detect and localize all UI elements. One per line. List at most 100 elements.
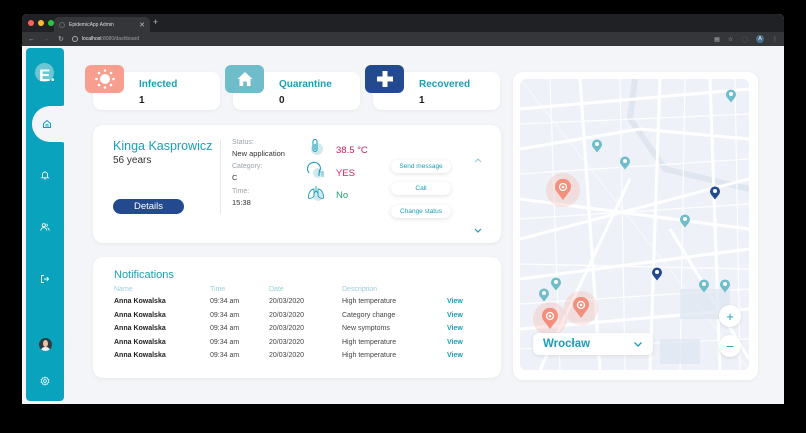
window-controls: [28, 20, 54, 26]
app-logo[interactable]: E.: [35, 63, 57, 85]
view-link[interactable]: View: [447, 298, 463, 305]
chevron-up-icon[interactable]: [473, 156, 483, 164]
table-row: Anna Kowalska 09:34 am 20/03/2020 Catego…: [93, 312, 501, 325]
view-link[interactable]: View: [447, 338, 463, 346]
outbreak-hotspot[interactable]: [533, 302, 567, 336]
user-avatar[interactable]: [39, 338, 52, 351]
category-value: C: [232, 173, 238, 182]
details-button[interactable]: Details: [113, 199, 184, 214]
map-pin-icon[interactable]: [591, 139, 603, 153]
zoom-out-button[interactable]: −: [719, 335, 741, 357]
map-pin-icon[interactable]: [698, 279, 710, 293]
change-status-button[interactable]: Change status: [391, 205, 451, 218]
sidebar-item-settings[interactable]: [39, 375, 51, 387]
forward-arrow-icon[interactable]: →: [43, 35, 50, 43]
close-tab-icon[interactable]: ✕: [139, 21, 145, 29]
browser-tab[interactable]: EpidemicApp Admin ✕: [54, 17, 150, 32]
category-label: Category:: [232, 163, 263, 170]
outbreak-gear-icon: [542, 308, 558, 329]
map-pin-icon[interactable]: [719, 279, 731, 293]
row-description: New symptoms: [342, 325, 390, 332]
map-pin-icon[interactable]: [538, 288, 550, 302]
stat-value: 1: [419, 95, 425, 106]
patient-name: Kinga Kasprowicz: [113, 139, 213, 153]
stat-label: Recovered: [419, 79, 471, 90]
bell-icon: [40, 171, 50, 180]
notifications-title: Notifications: [114, 269, 174, 281]
stat-label: Quarantine: [279, 79, 332, 90]
row-description: High temperature: [342, 298, 397, 305]
row-date: 20/03/2020: [269, 298, 305, 305]
logout-icon: [41, 275, 50, 283]
sidebar-item-users[interactable]: [39, 221, 51, 233]
map-pin-navy-icon[interactable]: [651, 267, 663, 281]
users-icon: [40, 223, 50, 231]
outbreak-hotspot[interactable]: [564, 291, 598, 325]
row-date: 20/03/2020: [269, 311, 305, 319]
view-link[interactable]: View: [447, 325, 463, 332]
patient-card: Kinga Kasprowicz 56 years Details Status…: [93, 125, 501, 243]
sidebar-item-notifications[interactable]: [39, 169, 51, 181]
sidebar-item-home[interactable]: [32, 94, 72, 154]
table-row: Anna Kowalska 09:34 am 20/03/2020 High t…: [93, 352, 501, 365]
outbreak-gear-icon: [573, 297, 589, 318]
send-message-button[interactable]: Send message: [391, 160, 451, 173]
browser-toolbar: ← → ↻ localhost:8080/dashboard ▤ ☆ ◯ A ⋮: [22, 32, 784, 46]
menu-kebab-icon[interactable]: ⋮: [772, 36, 778, 43]
new-tab-button[interactable]: +: [153, 17, 159, 27]
stat-card-quarantine[interactable]: Quarantine 0: [225, 65, 360, 110]
browser-tabbar: EpidemicApp Admin ✕ +: [22, 14, 784, 32]
zoom-in-button[interactable]: +: [719, 305, 741, 327]
view-link[interactable]: View: [447, 311, 463, 319]
map-pin-navy-icon[interactable]: [709, 186, 721, 200]
stat-card-recovered[interactable]: Recovered 1: [365, 65, 500, 110]
plus-icon: [365, 65, 404, 93]
map-view[interactable]: + − Wrocław: [520, 79, 749, 370]
row-date: 20/03/2020: [269, 338, 305, 346]
favicon-icon: [59, 21, 65, 28]
gear-icon: [40, 376, 50, 386]
row-name: Anna Kowalska: [114, 338, 166, 346]
view-link[interactable]: View: [447, 352, 463, 359]
close-window-button[interactable]: [28, 20, 34, 26]
patient-age: 56 years: [113, 155, 152, 166]
selected-city: Wrocław: [543, 338, 591, 350]
extension-icon[interactable]: ◯: [741, 36, 748, 43]
bookmark-star-icon[interactable]: ☆: [727, 36, 734, 43]
map-pin-icon[interactable]: [619, 156, 631, 170]
home-icon: [41, 118, 53, 130]
maximize-window-button[interactable]: [48, 20, 54, 26]
lungs-icon: [307, 186, 325, 201]
call-button[interactable]: Call: [391, 182, 451, 195]
cough-head-icon: [307, 161, 324, 178]
row-description: High temperature: [342, 352, 397, 359]
map-pin-icon[interactable]: [725, 89, 737, 103]
stat-label: Infected: [139, 79, 178, 90]
stat-value: 1: [139, 95, 145, 106]
column-header-description: Description: [342, 286, 378, 293]
map-pin-icon[interactable]: [550, 277, 562, 291]
stat-card-infected[interactable]: Infected 1: [85, 65, 220, 110]
chevron-down-icon[interactable]: [473, 227, 483, 235]
outbreak-hotspot[interactable]: [546, 173, 580, 207]
url-host: localhost: [81, 36, 102, 42]
back-arrow-icon[interactable]: ←: [28, 35, 35, 43]
map-card: + − Wrocław: [513, 72, 758, 380]
city-dropdown[interactable]: Wrocław: [533, 333, 653, 355]
profile-avatar[interactable]: A: [756, 35, 764, 43]
map-pin-icon[interactable]: [679, 214, 691, 228]
row-date: 20/03/2020: [269, 352, 305, 359]
sidebar-item-logout[interactable]: [39, 273, 51, 285]
reload-icon[interactable]: ↻: [58, 36, 64, 43]
row-name: Anna Kowalska: [114, 325, 166, 332]
address-bar[interactable]: localhost:8080/dashboard: [71, 36, 706, 42]
sun-virus-icon: [85, 65, 124, 93]
column-header-time: Time: [210, 286, 226, 293]
minimize-window-button[interactable]: [38, 20, 44, 26]
site-info-icon[interactable]: [71, 36, 78, 42]
table-row: Anna Kowalska 09:34 am 20/03/2020 New sy…: [93, 325, 501, 338]
row-description: High temperature: [342, 338, 397, 346]
outbreak-gear-icon: [555, 179, 571, 200]
translate-icon[interactable]: ▤: [714, 36, 720, 43]
url-path: :8080/dashboard: [101, 36, 140, 42]
